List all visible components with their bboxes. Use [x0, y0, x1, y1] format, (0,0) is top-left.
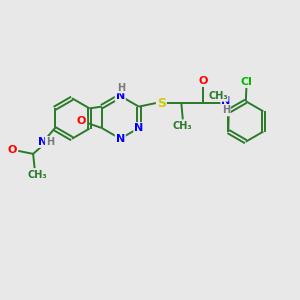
Text: CH₃: CH₃: [28, 170, 47, 180]
Text: CH₃: CH₃: [173, 121, 193, 131]
Text: N: N: [116, 91, 125, 101]
Text: S: S: [157, 97, 166, 110]
Text: O: O: [77, 116, 86, 127]
Text: H: H: [117, 82, 125, 93]
Text: N: N: [38, 137, 47, 147]
Text: H: H: [46, 137, 54, 147]
Text: Cl: Cl: [241, 77, 252, 87]
Text: CH₃: CH₃: [208, 91, 228, 101]
Text: N: N: [116, 134, 125, 144]
Text: H: H: [222, 106, 230, 116]
Text: N: N: [221, 96, 230, 106]
Text: N: N: [134, 123, 143, 133]
Text: O: O: [8, 145, 17, 155]
Text: O: O: [198, 76, 207, 86]
